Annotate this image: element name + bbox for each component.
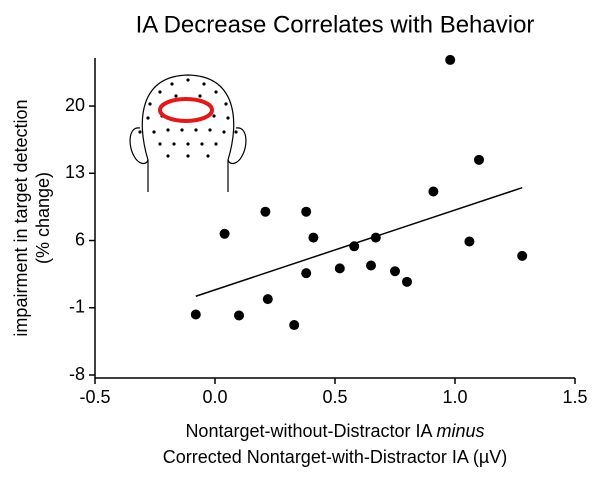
point <box>260 206 271 217</box>
point <box>428 186 439 197</box>
point <box>349 241 360 252</box>
x-tick-label: 0.0 <box>202 387 227 407</box>
point <box>289 320 300 331</box>
point <box>308 232 319 243</box>
x-axis-label-part: Nontarget-without-Distractor IA <box>185 421 432 441</box>
x-axis-label: Corrected Nontarget-with-Distractor IA (… <box>163 447 507 467</box>
y-tick-label: 13 <box>65 162 85 182</box>
y-axis-label: (% change) <box>33 172 53 264</box>
point <box>334 263 345 274</box>
point <box>390 266 400 277</box>
chart-title: IA Decrease Correlates with Behavior <box>136 11 535 38</box>
point <box>517 250 528 261</box>
point <box>301 206 312 217</box>
point <box>234 310 244 321</box>
y-axis-label: impairment in target detection <box>11 99 31 336</box>
point <box>445 54 456 65</box>
y-tick-label: -1 <box>69 297 85 317</box>
point <box>464 236 475 247</box>
point <box>190 309 201 320</box>
y-tick-label: 6 <box>75 229 85 249</box>
x-tick-label: 1.5 <box>562 387 587 407</box>
x-axis-label: Nontarget-without-Distractor IA minus <box>185 421 484 441</box>
point <box>474 154 484 165</box>
point <box>366 260 376 271</box>
y-tick-label: -8 <box>69 364 85 384</box>
head-icon <box>129 74 247 192</box>
fit-line <box>195 186 523 297</box>
x-tick-label: 1.0 <box>442 387 467 407</box>
x-tick-label: -0.5 <box>79 387 110 407</box>
y-tick-label: 20 <box>65 95 85 115</box>
point <box>219 228 230 239</box>
point <box>370 232 381 243</box>
point <box>402 276 412 287</box>
x-axis-label-italic: minus <box>437 421 485 441</box>
point <box>262 294 273 305</box>
x-tick-label: 0.5 <box>322 387 347 407</box>
point <box>301 268 312 279</box>
